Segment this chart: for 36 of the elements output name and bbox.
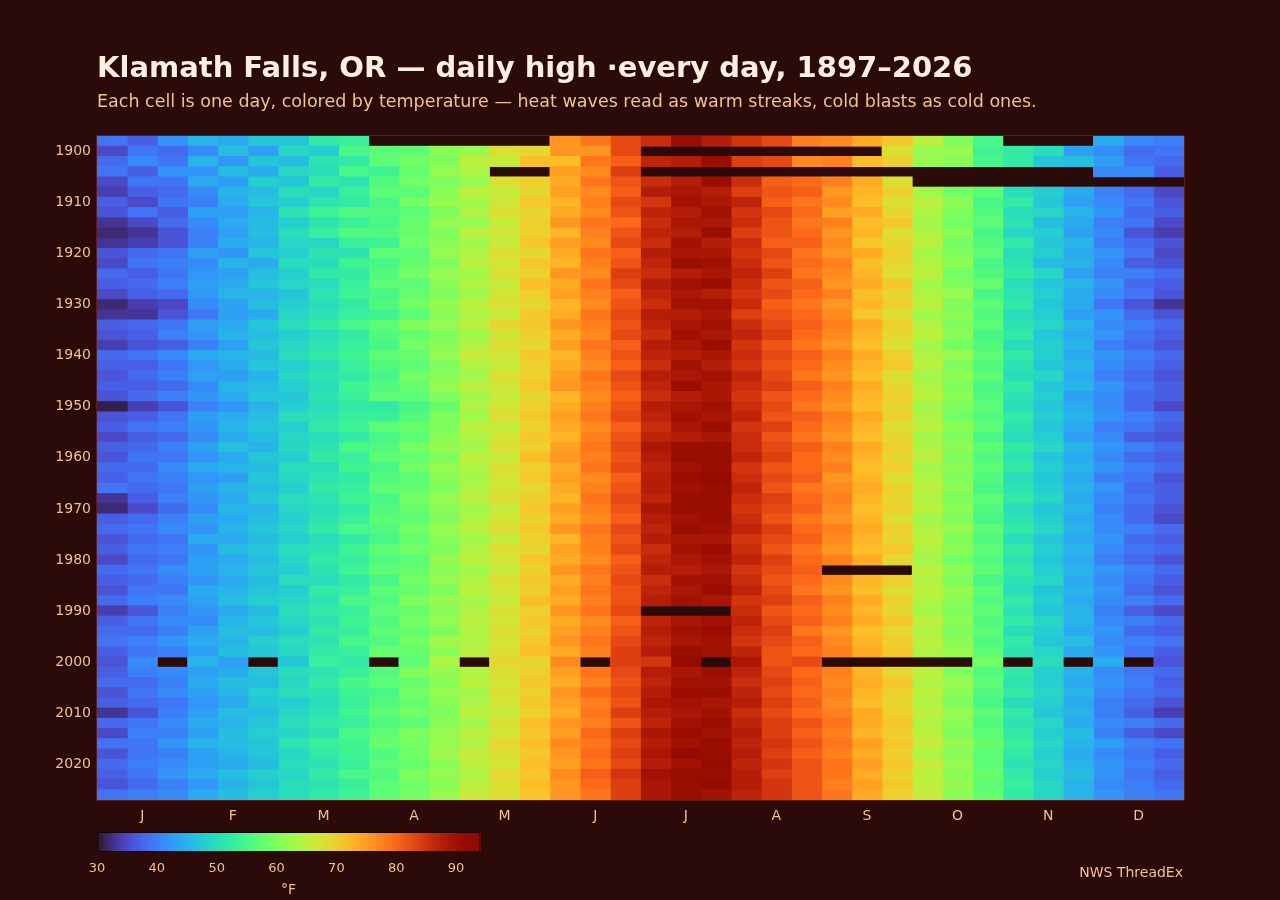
x-tick-label: M <box>498 807 511 824</box>
x-tick-label: S <box>862 807 872 824</box>
x-tick-label: A <box>409 807 420 824</box>
y-tick-label: 1910 <box>55 193 91 210</box>
color-bar-label: 90 <box>447 860 465 875</box>
color-bar-label: 70 <box>328 860 345 875</box>
y-tick-label: 2000 <box>55 652 91 669</box>
x-tick-label: O <box>952 807 964 824</box>
x-tick-label: F <box>228 807 237 824</box>
color-bar-title: °F <box>280 881 297 897</box>
y-tick-label: 1990 <box>55 601 91 618</box>
y-tick-label: 1970 <box>55 499 91 516</box>
y-tick-label: 1940 <box>55 346 91 363</box>
y-tick-label: 1930 <box>55 295 91 312</box>
x-tick-label: A <box>771 807 782 824</box>
y-tick-label: 2020 <box>55 754 91 771</box>
color-bar-label: 80 <box>387 860 405 875</box>
x-tick-label: M <box>317 807 330 824</box>
color-bar-label: 60 <box>268 860 285 875</box>
x-tick-label: N <box>1042 807 1054 824</box>
x-tick-label: J <box>592 807 598 824</box>
x-tick-label: J <box>139 807 145 824</box>
color-bar-label: 40 <box>148 860 166 875</box>
text: NWS ThreadEx <box>1079 864 1183 880</box>
color-bar-label: 50 <box>208 860 225 875</box>
y-tick-label: 1980 <box>55 550 91 567</box>
x-tick-label: D <box>1133 807 1145 824</box>
color-bar-label: 30 <box>88 860 106 875</box>
y-tick-label: 1950 <box>55 397 91 414</box>
y-tick-label: 1960 <box>55 448 91 465</box>
y-tick-label: 1920 <box>55 244 91 261</box>
y-tick-label: 1900 <box>55 141 91 158</box>
chart-title: Klamath Falls, OR — daily high ·every day, 1897–2026 <box>97 50 973 84</box>
y-tick-label: 2010 <box>55 703 91 720</box>
x-tick-label: J <box>682 807 688 824</box>
chart-subtitle: Each cell is one day, colored by temperature — heat waves read as warm streaks, cold blasts as cold ones. <box>97 91 1037 111</box>
